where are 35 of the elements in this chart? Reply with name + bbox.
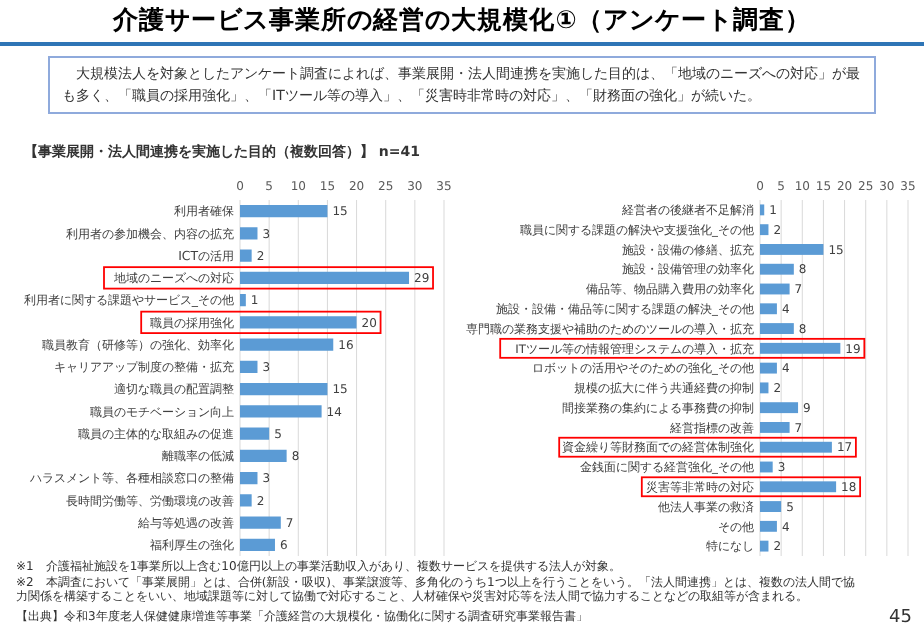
bar (760, 501, 782, 512)
bar (240, 383, 328, 396)
bar (760, 402, 799, 414)
bar (240, 516, 281, 529)
bar (240, 205, 328, 218)
bar (240, 316, 357, 329)
bar (240, 294, 246, 307)
bar (760, 382, 769, 394)
bar (240, 472, 258, 485)
bar (760, 263, 794, 275)
bar (240, 494, 252, 507)
bar (760, 362, 777, 374)
bar (760, 303, 777, 315)
bar (240, 360, 258, 373)
bar (240, 271, 410, 284)
bar (760, 422, 790, 433)
bar (240, 449, 287, 462)
bar (760, 520, 777, 532)
bar (240, 538, 275, 551)
bar (760, 323, 794, 334)
annotation: 45 (887, 608, 912, 628)
bar (760, 342, 841, 354)
bar (760, 283, 790, 295)
bar (240, 338, 334, 351)
title: 介護サービス事業所の経営の大規模化①（アンケート調査） (110, 4, 813, 38)
bar (240, 227, 258, 240)
bar (760, 481, 837, 493)
bar (240, 405, 322, 418)
bar (760, 540, 769, 552)
bar (760, 441, 832, 453)
bar (760, 244, 824, 255)
bar (760, 461, 773, 473)
bar (760, 224, 769, 236)
bar (240, 249, 252, 262)
bar (240, 427, 270, 440)
